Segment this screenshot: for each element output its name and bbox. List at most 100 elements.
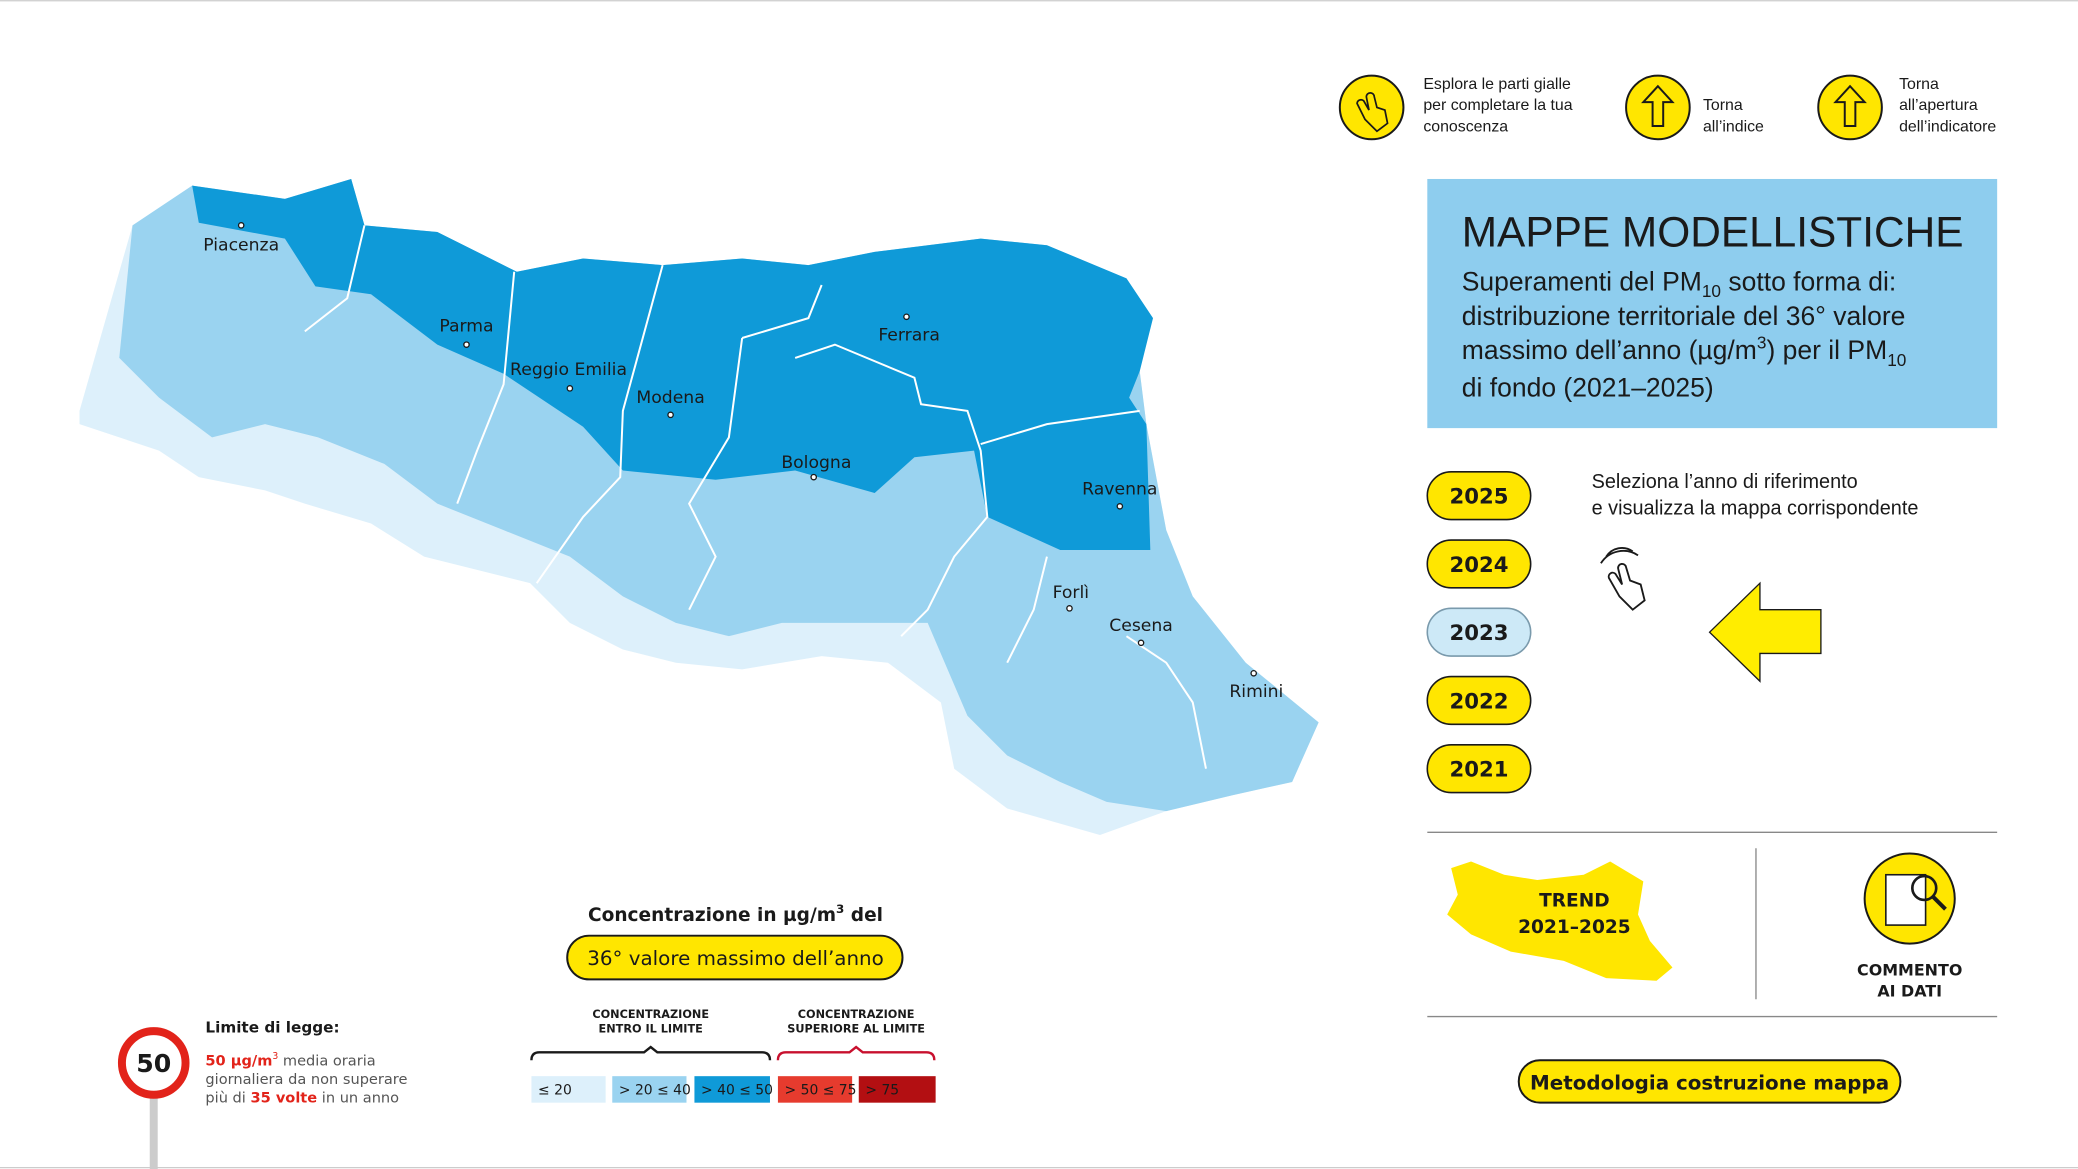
up-arrow: [1833, 84, 1867, 127]
year-pill: [1426, 675, 1532, 726]
legend-group-label: SUPERIORE AL LIMITE: [787, 1022, 925, 1035]
city-dot: [463, 341, 470, 348]
explore-button[interactable]: [1338, 74, 1405, 141]
trend-label: TREND: [1539, 891, 1610, 912]
province-border: [687, 284, 823, 611]
year-label: 2021: [1449, 757, 1508, 782]
method-label: Metodologia costruzione mappa: [1530, 1071, 1889, 1094]
explore-text: Esplora le parti gialle per completare la…: [1423, 76, 1572, 135]
city-label: Rimini: [1229, 682, 1283, 702]
measure-label: 36° valore massimo dell’anno: [587, 947, 884, 970]
legend-swatch: [612, 1076, 687, 1103]
province-border: [980, 409, 1207, 769]
opening-icon: [1817, 74, 1883, 141]
city-label: Piacenza: [203, 236, 279, 256]
legend-swatch: [694, 1076, 770, 1103]
city-label: Parma: [439, 316, 493, 336]
province-border: [456, 271, 516, 505]
legend-swatch: [777, 1076, 853, 1103]
city-dot: [1137, 639, 1145, 647]
province-border: [304, 225, 366, 333]
year-label: 2025: [1449, 484, 1508, 509]
legend-label: ≤ 20: [538, 1083, 572, 1099]
index-text: Torna all’indice: [1703, 97, 1764, 135]
subtitle-line: Superamenti del PM10 sotto forma di:: [1462, 266, 1897, 301]
limit-heading: Limite di legge:: [205, 1018, 339, 1036]
header-box: [1427, 178, 1998, 429]
limit-text: 50 µg/m3 media oraria giornaliera da non…: [205, 1051, 407, 1107]
year-button[interactable]: 2023: [1426, 607, 1532, 657]
measure-pill: [566, 934, 904, 981]
legend-bracket: [776, 1045, 936, 1061]
speed-sign: [117, 1027, 190, 1099]
city-dot: [903, 313, 910, 321]
legend-title: Concentrazione in µg/m3 del: [588, 902, 883, 926]
map-zone-high: [192, 178, 1153, 551]
city-dot: [1066, 605, 1073, 612]
city-dot: [1116, 502, 1124, 510]
city-label: Cesena: [1109, 616, 1173, 636]
comment-label: COMMENTO: [1857, 960, 1962, 979]
opening-text: Torna all’apertura dell’indicatore: [1899, 76, 1996, 135]
city-label: Bologna: [781, 453, 851, 473]
legend-swatch: [531, 1076, 606, 1103]
magnifier-glyph: [1911, 874, 1938, 902]
map: Piacenza Parma Reggio Emilia Modena Bologna F…: [79, 178, 1319, 835]
year-button[interactable]: 2024: [1426, 539, 1532, 589]
legend-label: > 40 ≤ 50: [701, 1083, 773, 1099]
method-pill: [1517, 1059, 1902, 1104]
legend-label: > 50 ≤ 75: [785, 1083, 857, 1099]
year-pill: [1426, 744, 1532, 794]
subtitle-line: distribuzione territoriale del 36° valor…: [1462, 301, 1906, 331]
city-dot: [237, 222, 245, 229]
year-label: 2023: [1449, 620, 1508, 645]
subtitle-line: di fondo (2021–2025): [1462, 372, 1714, 402]
city-dot: [1250, 669, 1258, 677]
legend-label: > 20 ≤ 40: [619, 1083, 691, 1099]
city-label: Ferrara: [878, 326, 940, 346]
legend-label: > 75: [865, 1083, 899, 1099]
opening-button[interactable]: [1817, 74, 1883, 141]
year-selector: 2025 2024 2023 2022 2021: [1426, 471, 1532, 794]
city-dot: [566, 385, 574, 392]
limit-line: giornaliera da non superare: [205, 1071, 407, 1088]
year-pill: [1426, 607, 1532, 657]
year-label: 2022: [1449, 688, 1508, 713]
subtitle-line: massimo dell’anno (µg/m3) per il PM10: [1462, 333, 1907, 370]
year-button[interactable]: 2025: [1426, 471, 1532, 521]
province-border: [535, 264, 664, 584]
up-arrow: [1641, 84, 1675, 127]
explore-icon: [1338, 74, 1405, 141]
city-dot: [667, 411, 674, 419]
year-pill: [1426, 471, 1532, 521]
year-button[interactable]: 2022: [1426, 675, 1532, 726]
city-label: Forlì: [1053, 583, 1089, 603]
legend-group-label: CONCENTRAZIONE: [798, 1008, 915, 1021]
pointer-arrow: [1708, 581, 1822, 683]
year-label: 2024: [1449, 552, 1508, 577]
trend-map: [1447, 861, 1673, 981]
index-button[interactable]: [1625, 74, 1691, 141]
year-button[interactable]: 2021: [1426, 744, 1532, 794]
comment-label: AI DATI: [1877, 982, 1942, 1001]
method-button[interactable]: Metodologia costruzione mappa: [1517, 1059, 1902, 1104]
hand-icon: [1600, 547, 1646, 611]
legend: ≤ 20 > 20 ≤ 40 > 40 ≤ 50 > 50 ≤ 75 > 75 CONCE…: [530, 1008, 936, 1103]
legend-bracket: [530, 1045, 772, 1061]
city-labels: Piacenza Parma Reggio Emilia Modena Bologna F…: [203, 222, 1283, 702]
city-label: Modena: [636, 388, 704, 408]
index-icon: [1625, 74, 1691, 141]
city-label: Reggio Emilia: [510, 360, 627, 380]
subtitle: Superamenti del PM10 sotto forma di: dis…: [1462, 266, 1907, 402]
city-dot: [810, 473, 818, 481]
comment-button[interactable]: COMMENTO AI DATI: [1857, 852, 1962, 1001]
legend-group-label: CONCENTRAZIONE: [592, 1008, 709, 1021]
city-label: Ravenna: [1082, 479, 1157, 499]
legend-group-label: ENTRO IL LIMITE: [599, 1022, 703, 1035]
legend-swatch: [858, 1076, 936, 1103]
trend-button[interactable]: TREND 2021–2025: [1447, 861, 1673, 981]
year-pill: [1426, 539, 1532, 589]
title: MAPPE MODELLISTICHE: [1462, 209, 1964, 256]
